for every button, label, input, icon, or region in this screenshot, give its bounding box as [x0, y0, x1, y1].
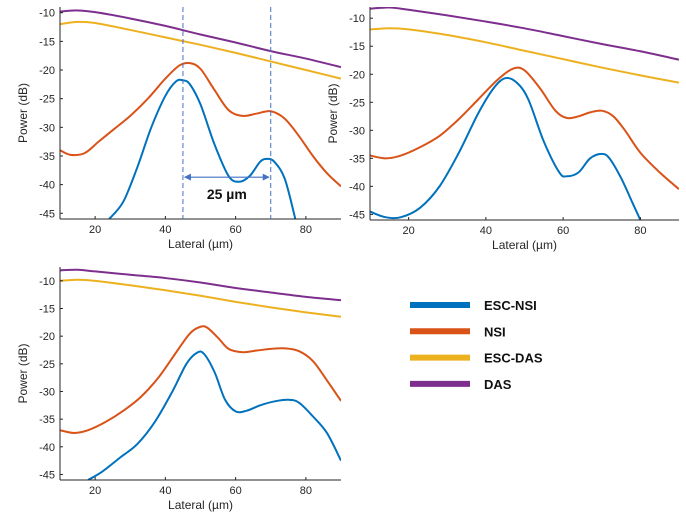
x-tick-label: 40	[159, 224, 171, 236]
legend-label-das: DAS	[484, 377, 512, 392]
x-tick-label: 40	[159, 485, 171, 497]
y-axis-label: Power (dB)	[16, 83, 30, 143]
series-line-das	[370, 7, 679, 61]
y-axis-label: Power (dB)	[326, 83, 340, 143]
y-tick-label: -45	[349, 209, 365, 221]
y-tick-label: -35	[349, 153, 365, 165]
y-tick-label: -25	[39, 94, 55, 106]
y-tick-label: -20	[349, 69, 365, 81]
y-tick-label: -10	[349, 13, 365, 25]
y-axis-label: Power (dB)	[16, 343, 30, 403]
y-tick-label: -45	[39, 469, 55, 481]
y-tick-label: -30	[39, 122, 55, 134]
annotation-arrowhead-left	[183, 173, 191, 181]
panel-top-left: 20 40 60 80 -10 -15 -20 -25 -30 -35 -40 -45 Lateral …	[16, 7, 341, 251]
panel-bottom-left: 20 40 60 80 -10 -15 -20 -25 -30 -35 -40 -45 Lateral …	[16, 267, 341, 512]
y-tick-label: -30	[39, 386, 55, 398]
series-line-esc-das	[60, 278, 341, 318]
y-tick-label: -45	[39, 208, 55, 220]
series-line-nsi	[60, 61, 341, 188]
y-tick-label: -15	[39, 303, 55, 315]
x-tick-label: 20	[89, 224, 101, 236]
series-line-nsi	[370, 66, 679, 190]
y-tick-label: -15	[39, 36, 55, 48]
y-tick-label: -15	[349, 41, 365, 53]
y-tick-label: -20	[39, 331, 55, 343]
x-axis-label: Lateral (µm)	[168, 498, 233, 512]
annotation-label: 25 µm	[207, 186, 247, 202]
x-tick-label: 60	[230, 224, 242, 236]
x-axis-label: Lateral (µm)	[168, 237, 233, 251]
annotation-arrowhead-right	[262, 173, 270, 181]
x-axis-label: Lateral (µm)	[492, 238, 557, 252]
series-line-das	[60, 9, 341, 69]
series-line-das	[60, 268, 341, 302]
series-line-esc-nsi	[87, 350, 341, 480]
y-tick-label: -40	[39, 442, 55, 454]
y-tick-label: -10	[39, 8, 55, 20]
panel-top-right: 20 40 60 80 -10 -15 -20 -25 -30 -35 -40 -45 Lateral …	[326, 7, 679, 252]
series-line-esc-nsi	[108, 78, 297, 219]
y-tick-label: -30	[349, 125, 365, 137]
series-line-nsi	[60, 325, 341, 434]
x-tick-label: 80	[300, 485, 312, 497]
legend: ESC-NSI NSI ESC-DAS DAS	[410, 298, 543, 392]
y-tick-label: -20	[39, 65, 55, 77]
y-tick-label: -25	[349, 97, 365, 109]
y-tick-label: -35	[39, 151, 55, 163]
y-tick-label: -40	[349, 181, 365, 193]
x-tick-label: 60	[557, 225, 569, 237]
x-tick-label: 80	[300, 224, 312, 236]
y-tick-label: -10	[39, 276, 55, 288]
y-tick-label: -35	[39, 414, 55, 426]
x-tick-label: 60	[230, 485, 242, 497]
y-tick-label: -25	[39, 359, 55, 371]
series-line-esc-das	[370, 27, 679, 84]
x-tick-label: 40	[480, 225, 492, 237]
series-line-esc-nsi	[370, 76, 642, 220]
x-tick-label: 20	[403, 225, 415, 237]
y-tick-label: -40	[39, 180, 55, 192]
legend-label-nsi: NSI	[484, 324, 506, 339]
legend-label-esc-das: ESC-DAS	[484, 351, 543, 366]
legend-label-esc-nsi: ESC-NSI	[484, 298, 537, 313]
x-tick-label: 80	[634, 225, 646, 237]
x-tick-label: 20	[89, 485, 101, 497]
